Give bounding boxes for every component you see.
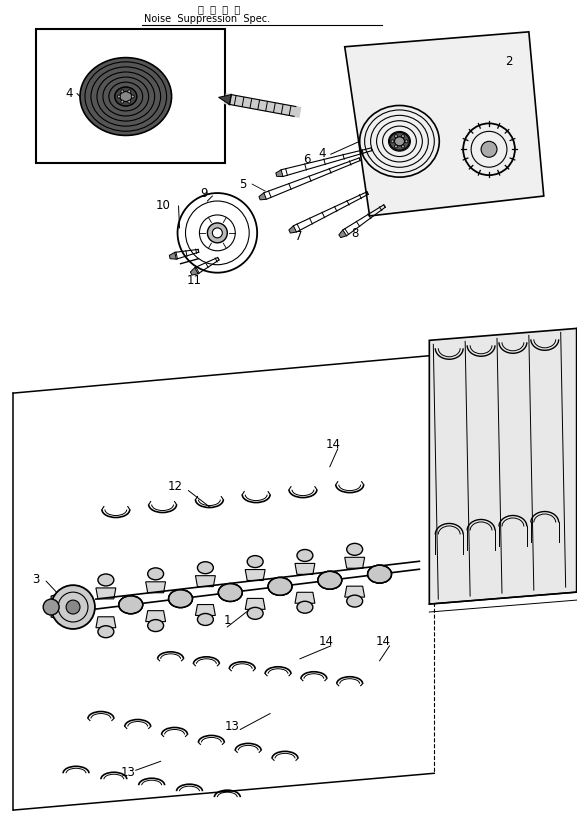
Text: 8: 8 [351, 228, 358, 240]
Circle shape [128, 100, 131, 103]
Circle shape [402, 145, 405, 148]
Polygon shape [218, 95, 231, 105]
Polygon shape [429, 328, 577, 604]
Polygon shape [344, 558, 365, 568]
Polygon shape [51, 589, 73, 624]
Text: 13: 13 [120, 766, 135, 779]
Circle shape [391, 139, 394, 143]
Circle shape [405, 139, 408, 143]
Polygon shape [96, 588, 116, 599]
Polygon shape [339, 230, 347, 238]
Ellipse shape [268, 578, 292, 596]
Circle shape [395, 145, 398, 148]
Polygon shape [245, 598, 265, 610]
Circle shape [212, 228, 223, 238]
Text: 4: 4 [65, 87, 73, 100]
Ellipse shape [368, 565, 391, 583]
Ellipse shape [198, 614, 213, 625]
Ellipse shape [169, 590, 192, 607]
Circle shape [131, 95, 134, 98]
Polygon shape [169, 252, 176, 259]
Text: 5: 5 [239, 177, 247, 191]
Bar [36, 29, 225, 163]
Polygon shape [146, 610, 165, 621]
Ellipse shape [297, 549, 313, 562]
Polygon shape [96, 617, 116, 628]
Ellipse shape [115, 87, 137, 106]
Polygon shape [295, 592, 315, 603]
Ellipse shape [119, 596, 143, 614]
Ellipse shape [98, 625, 114, 638]
Polygon shape [344, 586, 365, 597]
Text: 11: 11 [187, 274, 202, 287]
Circle shape [128, 90, 131, 93]
Ellipse shape [119, 596, 143, 614]
Text: Noise  Suppression  Spec.: Noise Suppression Spec. [144, 14, 270, 24]
Circle shape [121, 100, 124, 103]
Text: 2: 2 [505, 55, 513, 68]
Circle shape [395, 134, 398, 138]
Text: 14: 14 [376, 635, 391, 648]
Ellipse shape [395, 137, 405, 146]
Polygon shape [276, 170, 283, 177]
Text: 騒  音  仕  様: 騒 音 仕 様 [198, 4, 240, 14]
Ellipse shape [148, 568, 164, 580]
Circle shape [66, 600, 80, 614]
Ellipse shape [218, 583, 242, 601]
Ellipse shape [218, 583, 242, 601]
Polygon shape [146, 582, 165, 592]
Text: 9: 9 [201, 186, 208, 200]
Text: 13: 13 [225, 720, 240, 733]
Ellipse shape [347, 544, 362, 555]
Circle shape [481, 141, 497, 158]
Polygon shape [289, 226, 297, 233]
Text: 6: 6 [303, 153, 310, 166]
Ellipse shape [148, 620, 164, 632]
Text: 14: 14 [318, 635, 334, 648]
Circle shape [208, 223, 227, 243]
Ellipse shape [98, 574, 114, 586]
Ellipse shape [268, 578, 292, 596]
Ellipse shape [120, 92, 132, 101]
Circle shape [121, 90, 124, 93]
Ellipse shape [115, 87, 137, 106]
Polygon shape [245, 569, 265, 581]
Ellipse shape [318, 571, 342, 589]
Ellipse shape [347, 595, 362, 607]
Ellipse shape [69, 602, 93, 620]
Ellipse shape [297, 601, 313, 613]
Text: 7: 7 [295, 230, 303, 243]
Ellipse shape [69, 602, 93, 620]
Ellipse shape [368, 565, 391, 583]
Polygon shape [190, 267, 198, 275]
Ellipse shape [247, 555, 263, 568]
Ellipse shape [169, 590, 192, 607]
Circle shape [402, 134, 405, 138]
Circle shape [51, 585, 95, 629]
Text: 3: 3 [32, 573, 40, 586]
Text: 1: 1 [224, 615, 231, 628]
Ellipse shape [198, 562, 213, 573]
Ellipse shape [318, 571, 342, 589]
Polygon shape [195, 605, 216, 615]
Polygon shape [295, 563, 315, 574]
Text: 14: 14 [325, 438, 340, 451]
Ellipse shape [80, 58, 172, 135]
Polygon shape [195, 576, 216, 587]
Text: 10: 10 [155, 200, 170, 213]
Text: 12: 12 [168, 480, 183, 493]
Polygon shape [344, 32, 544, 216]
Polygon shape [259, 193, 266, 200]
Ellipse shape [247, 607, 263, 620]
Ellipse shape [390, 132, 409, 150]
Circle shape [117, 95, 120, 98]
Circle shape [43, 599, 59, 615]
Text: 4: 4 [318, 147, 325, 160]
